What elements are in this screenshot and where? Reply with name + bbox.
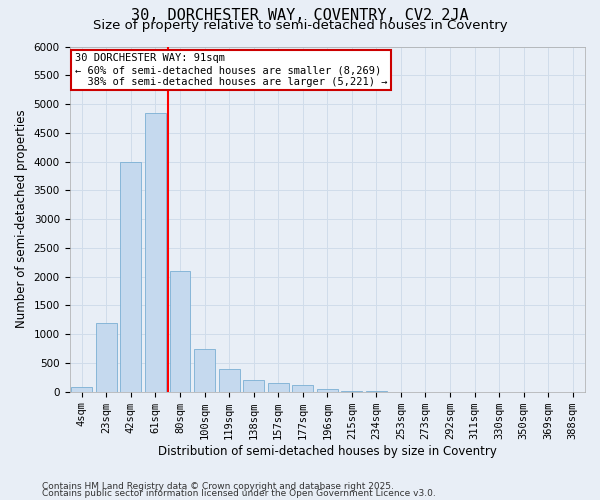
- Bar: [317, 389, 338, 392]
- X-axis label: Distribution of semi-detached houses by size in Coventry: Distribution of semi-detached houses by …: [158, 444, 497, 458]
- Bar: [292, 385, 313, 392]
- Bar: [243, 380, 264, 392]
- Bar: [341, 391, 362, 392]
- Bar: [121, 162, 142, 392]
- Text: Contains public sector information licensed under the Open Government Licence v3: Contains public sector information licen…: [42, 489, 436, 498]
- Bar: [194, 348, 215, 392]
- Y-axis label: Number of semi-detached properties: Number of semi-detached properties: [15, 110, 28, 328]
- Bar: [145, 112, 166, 392]
- Bar: [170, 271, 190, 392]
- Bar: [218, 368, 239, 392]
- Bar: [268, 382, 289, 392]
- Text: Contains HM Land Registry data © Crown copyright and database right 2025.: Contains HM Land Registry data © Crown c…: [42, 482, 394, 491]
- Text: Size of property relative to semi-detached houses in Coventry: Size of property relative to semi-detach…: [92, 19, 508, 32]
- Text: 30 DORCHESTER WAY: 91sqm
← 60% of semi-detached houses are smaller (8,269)
  38%: 30 DORCHESTER WAY: 91sqm ← 60% of semi-d…: [74, 54, 387, 86]
- Text: 30, DORCHESTER WAY, COVENTRY, CV2 2JA: 30, DORCHESTER WAY, COVENTRY, CV2 2JA: [131, 8, 469, 22]
- Bar: [71, 387, 92, 392]
- Bar: [96, 322, 117, 392]
